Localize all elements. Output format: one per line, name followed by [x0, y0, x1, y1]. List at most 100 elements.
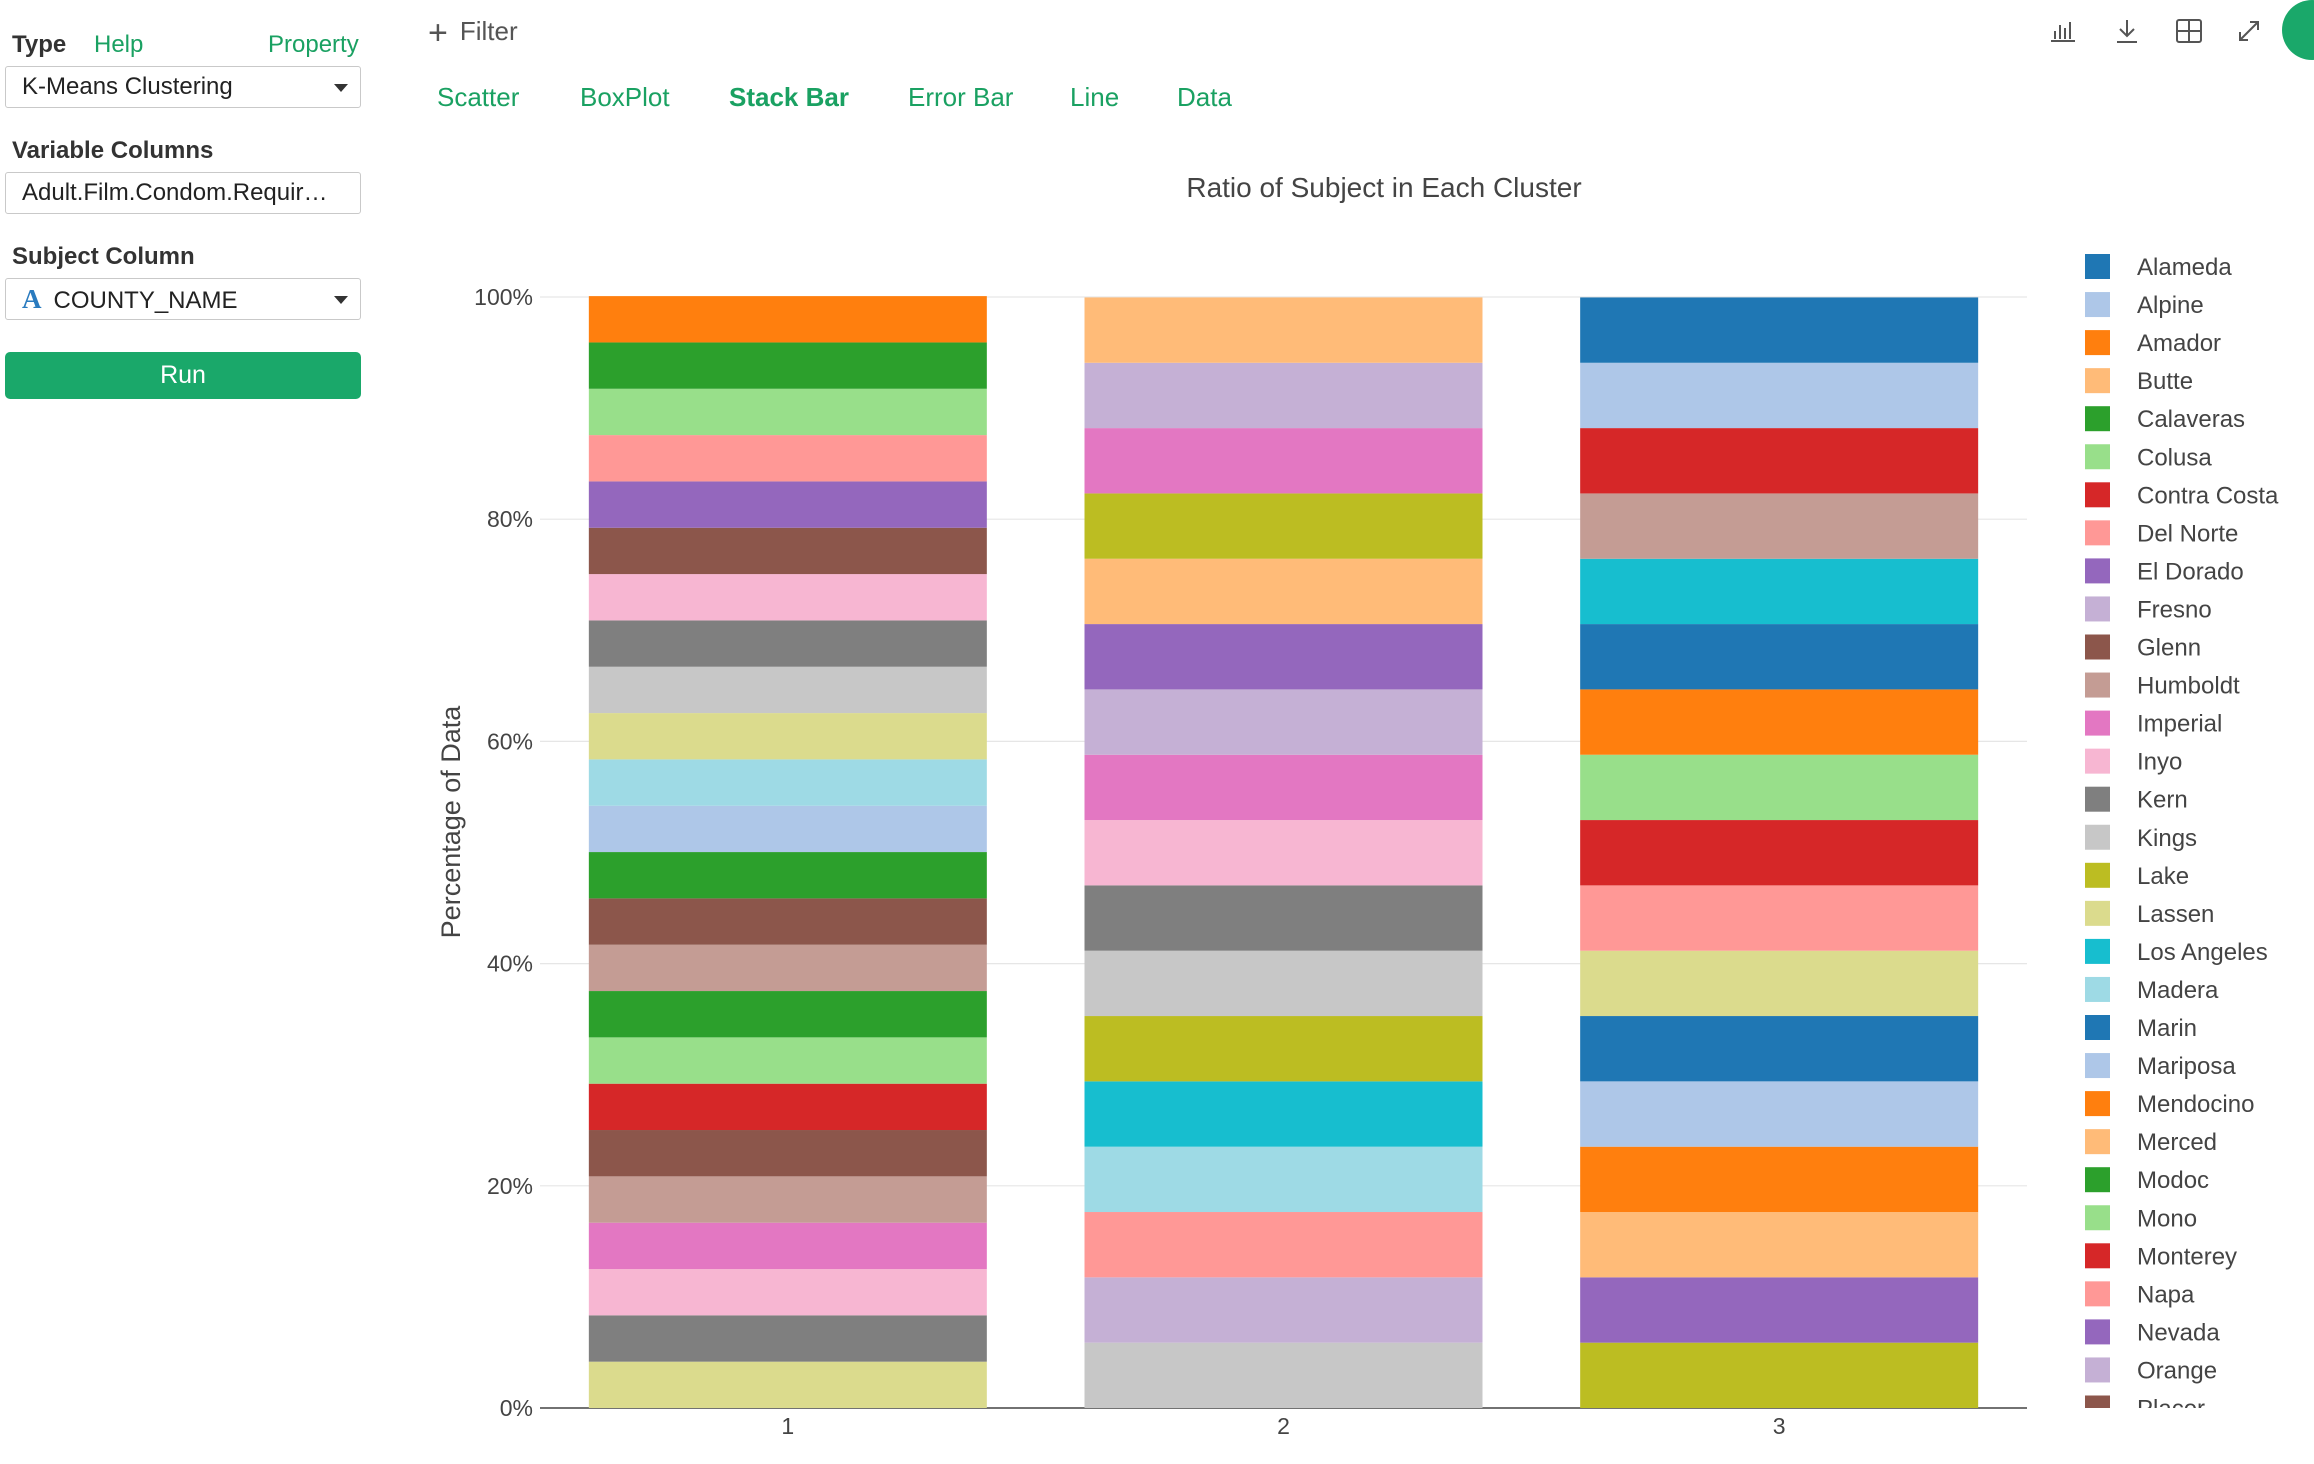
legend-swatch[interactable]: [2085, 1243, 2110, 1269]
legend-swatch[interactable]: [2085, 406, 2110, 432]
bar-segment[interactable]: [1580, 1212, 1979, 1278]
legend-swatch[interactable]: [2085, 1091, 2110, 1117]
tab-scatter[interactable]: Scatter: [437, 82, 520, 112]
bar-segment[interactable]: [1580, 754, 1979, 821]
bar-segment[interactable]: [1084, 1212, 1483, 1278]
legend-swatch[interactable]: [2085, 1205, 2110, 1231]
bar-segment[interactable]: [1084, 1016, 1483, 1082]
variable-columns-input[interactable]: Adult.Film.Condom.Requir…: [5, 172, 361, 214]
expand-icon[interactable]: [2234, 16, 2264, 46]
bar-segment[interactable]: [1084, 1146, 1483, 1213]
bar-segment[interactable]: [1580, 1016, 1979, 1082]
bar-segment[interactable]: [588, 898, 987, 945]
bar-segment[interactable]: [588, 666, 987, 714]
bar-segment[interactable]: [1580, 1342, 1979, 1408]
bar-segment[interactable]: [588, 481, 987, 528]
bar-segment[interactable]: [1580, 558, 1979, 625]
bar-segment[interactable]: [588, 342, 987, 389]
bar-segment[interactable]: [588, 713, 987, 760]
legend-swatch[interactable]: [2085, 254, 2110, 279]
legend-label[interactable]: Alpine: [2137, 292, 2204, 319]
legend-label[interactable]: Fresno: [2137, 596, 2212, 623]
legend-label[interactable]: Calaveras: [2137, 406, 2245, 433]
bar-segment[interactable]: [588, 1037, 987, 1084]
download-icon[interactable]: [2112, 16, 2142, 46]
bar-segment[interactable]: [588, 435, 987, 482]
bar-segment[interactable]: [1084, 428, 1483, 494]
tab-boxplot[interactable]: BoxPlot: [580, 82, 670, 112]
legend-swatch[interactable]: [2085, 672, 2110, 698]
legend-label[interactable]: Mendocino: [2137, 1091, 2254, 1118]
bar-segment[interactable]: [1580, 1277, 1979, 1343]
bar-segment[interactable]: [588, 296, 987, 343]
legend-swatch[interactable]: [2085, 368, 2110, 394]
run-button[interactable]: Run: [5, 352, 361, 399]
legend-label[interactable]: Mono: [2137, 1205, 2197, 1232]
legend-label[interactable]: Imperial: [2137, 711, 2222, 738]
legend-swatch[interactable]: [2085, 938, 2110, 964]
bar-segment[interactable]: [1084, 820, 1483, 886]
legend-swatch[interactable]: [2085, 1281, 2110, 1307]
legend-swatch[interactable]: [2085, 1395, 2110, 1421]
bar-segment[interactable]: [588, 620, 987, 667]
legend-swatch[interactable]: [2085, 862, 2110, 888]
legend-swatch[interactable]: [2085, 596, 2110, 622]
legend-label[interactable]: Lassen: [2137, 901, 2214, 928]
bar-segment[interactable]: [1084, 624, 1483, 690]
type-select[interactable]: K-Means Clustering: [5, 66, 361, 108]
legend-swatch[interactable]: [2085, 292, 2110, 318]
bar-segment[interactable]: [1580, 885, 1979, 951]
bar-segment[interactable]: [588, 759, 987, 806]
legend-label[interactable]: Del Norte: [2137, 520, 2238, 547]
bar-segment[interactable]: [1580, 297, 1979, 363]
legend-swatch[interactable]: [2085, 1167, 2110, 1193]
legend-swatch[interactable]: [2085, 824, 2110, 850]
tab-error-bar[interactable]: Error Bar: [908, 82, 1014, 112]
bar-chart-icon[interactable]: [2048, 16, 2078, 46]
bar-segment[interactable]: [588, 805, 987, 853]
legend-label[interactable]: Napa: [2137, 1281, 2195, 1308]
bar-segment[interactable]: [1580, 1146, 1979, 1213]
bar-segment[interactable]: [588, 388, 987, 436]
bar-segment[interactable]: [1084, 754, 1483, 821]
legend-label[interactable]: Los Angeles: [2137, 939, 2268, 966]
bar-segment[interactable]: [588, 991, 987, 1038]
bar-segment[interactable]: [1580, 624, 1979, 690]
legend-swatch[interactable]: [2085, 330, 2110, 356]
legend-swatch[interactable]: [2085, 1053, 2110, 1079]
legend-swatch[interactable]: [2085, 444, 2110, 470]
legend-swatch[interactable]: [2085, 900, 2110, 926]
legend-label[interactable]: Placer: [2137, 1396, 2205, 1423]
bar-segment[interactable]: [1084, 689, 1483, 755]
legend-swatch[interactable]: [2085, 710, 2110, 736]
bar-segment[interactable]: [1084, 1081, 1483, 1147]
help-link[interactable]: Help: [94, 31, 144, 58]
legend-label[interactable]: Monterey: [2137, 1243, 2237, 1270]
bar-segment[interactable]: [588, 574, 987, 621]
legend-swatch[interactable]: [2085, 1129, 2110, 1155]
bar-segment[interactable]: [1580, 493, 1979, 559]
bar-segment[interactable]: [1580, 362, 1979, 429]
legend-label[interactable]: Mariposa: [2137, 1053, 2236, 1080]
legend-label[interactable]: Marin: [2137, 1015, 2197, 1042]
bar-segment[interactable]: [588, 1222, 987, 1270]
legend-swatch[interactable]: [2085, 748, 2110, 774]
legend-label[interactable]: Modoc: [2137, 1167, 2209, 1194]
bar-segment[interactable]: [588, 944, 987, 992]
legend-label[interactable]: Inyo: [2137, 749, 2182, 776]
bar-segment[interactable]: [1084, 362, 1483, 429]
bar-segment[interactable]: [1084, 558, 1483, 625]
bar-segment[interactable]: [588, 1361, 987, 1408]
legend-swatch[interactable]: [2085, 520, 2110, 546]
legend-label[interactable]: Humboldt: [2137, 673, 2240, 700]
legend-label[interactable]: Nevada: [2137, 1319, 2220, 1346]
filter-button[interactable]: + Filter: [428, 14, 518, 53]
legend-label[interactable]: Alameda: [2137, 254, 2232, 281]
subject-column-select[interactable]: A COUNTY_NAME: [5, 278, 361, 320]
bar-segment[interactable]: [1084, 297, 1483, 363]
legend-label[interactable]: Amador: [2137, 330, 2221, 357]
legend-label[interactable]: Merced: [2137, 1129, 2217, 1156]
legend-swatch[interactable]: [2085, 976, 2110, 1002]
legend-swatch[interactable]: [2085, 1357, 2110, 1383]
bar-segment[interactable]: [588, 1176, 987, 1223]
